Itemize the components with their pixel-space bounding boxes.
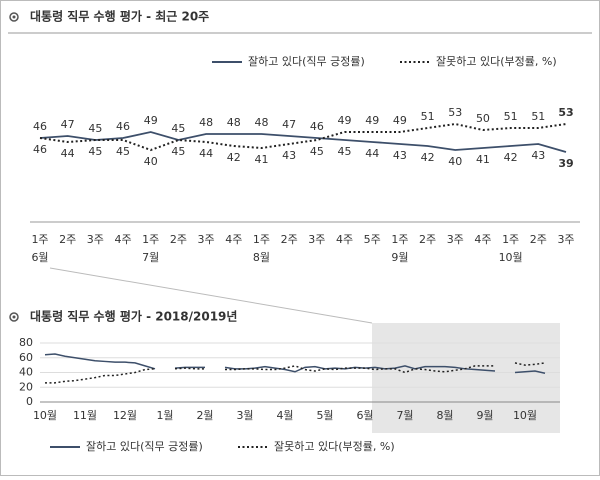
data-label: 51 [504,110,518,123]
legend-label: 잘하고 있다(직무 긍정률) [86,439,203,453]
x-tick-label: 1월 [156,409,173,422]
data-label: 46 [310,120,324,133]
x-tick-label: 2주 [170,233,187,246]
y-tick-label: 60 [19,351,33,364]
x-tick-label: 4주 [474,233,491,246]
data-label: 45 [116,145,130,158]
x-tick-label: 4주 [114,233,131,246]
data-label: 43 [531,149,545,162]
data-label: 47 [61,118,75,131]
x-tick-label: 5주 [364,233,381,246]
zoom-connector [49,267,373,324]
data-label: 45 [171,145,185,158]
x-tick-label: 4주 [336,233,353,246]
data-label: 47 [282,118,296,131]
data-label: 48 [227,116,241,129]
x-tick-label: 4월 [276,409,293,422]
month-label: 7월 [142,251,159,264]
data-label: 49 [393,114,407,127]
x-tick-label: 1주 [253,233,270,246]
y-tick-label: 40 [19,366,33,379]
series-line [39,131,567,153]
x-tick-label: 8월 [436,409,453,422]
data-label: 48 [199,116,213,129]
x-tick-label: 2주 [59,233,76,246]
month-label: 10월 [499,251,523,264]
x-tick-label: 3주 [557,233,574,246]
data-label: 43 [282,149,296,162]
data-label: 49 [338,114,352,127]
icon [12,15,16,19]
data-label: 51 [421,110,435,123]
data-label: 51 [531,110,545,123]
data-label: 42 [421,151,435,164]
x-tick-label: 3주 [198,233,215,246]
data-label: 43 [393,149,407,162]
data-label: 46 [33,120,47,133]
x-tick-label: 2주 [530,233,547,246]
data-label: 39 [558,157,573,170]
data-label: 45 [171,122,185,135]
x-tick-label: 1주 [31,233,48,246]
data-label: 53 [558,106,573,119]
y-tick-label: 0 [26,395,33,408]
data-label: 41 [476,153,490,166]
zoom-region [372,323,560,433]
x-tick-label: 3주 [447,233,464,246]
legend-label: 잘못하고 있다(부정률, %) [274,439,395,453]
x-tick-label: 11월 [73,409,97,422]
data-label: 41 [254,153,268,166]
data-label: 45 [338,145,352,158]
y-tick-label: 80 [19,336,33,349]
data-label: 40 [448,155,462,168]
month-label: 6월 [31,251,48,264]
data-label: 49 [144,114,158,127]
data-label: 50 [476,112,490,125]
x-tick-label: 1주 [142,233,159,246]
x-tick-label: 3주 [87,233,104,246]
data-label: 40 [144,155,158,168]
month-label: 9월 [391,251,408,264]
y-tick-label: 20 [19,380,33,393]
x-tick-label: 2주 [419,233,436,246]
data-label: 48 [254,116,268,129]
icon [9,312,19,322]
legend-label: 잘못하고 있다(부정률, %) [436,54,557,68]
icon [9,12,19,22]
chart-title: 대통령 직무 수행 평가 - 2018/2019년 [30,309,237,324]
chart-title: 대통령 직무 수행 평가 - 최근 20주 [30,9,209,24]
x-tick-label: 2주 [281,233,298,246]
data-label: 46 [33,143,47,156]
x-tick-label: 3주 [308,233,325,246]
data-label: 44 [199,147,213,160]
series-line [45,362,546,384]
x-tick-label: 7월 [396,409,413,422]
data-label: 53 [448,106,462,119]
data-label: 45 [310,145,324,158]
data-label: 42 [504,151,518,164]
data-label: 44 [61,147,75,160]
series-line [44,353,546,374]
x-tick-label: 2월 [196,409,213,422]
x-tick-label: 9월 [476,409,493,422]
icon [12,315,16,319]
data-label: 45 [88,145,102,158]
x-tick-label: 6월 [356,409,373,422]
x-tick-label: 1주 [391,233,408,246]
x-tick-label: 12월 [113,409,137,422]
x-tick-label: 5월 [316,409,333,422]
data-label: 49 [365,114,379,127]
data-label: 45 [88,122,102,135]
data-label: 42 [227,151,241,164]
x-tick-label: 10월 [513,409,537,422]
x-tick-label: 10월 [33,409,57,422]
data-label: 46 [116,120,130,133]
x-tick-label: 3월 [236,409,253,422]
x-tick-label: 1주 [502,233,519,246]
legend-label: 잘하고 있다(직무 긍정률) [248,54,365,68]
x-tick-label: 4주 [225,233,242,246]
month-label: 8월 [253,251,270,264]
data-label: 44 [365,147,379,160]
